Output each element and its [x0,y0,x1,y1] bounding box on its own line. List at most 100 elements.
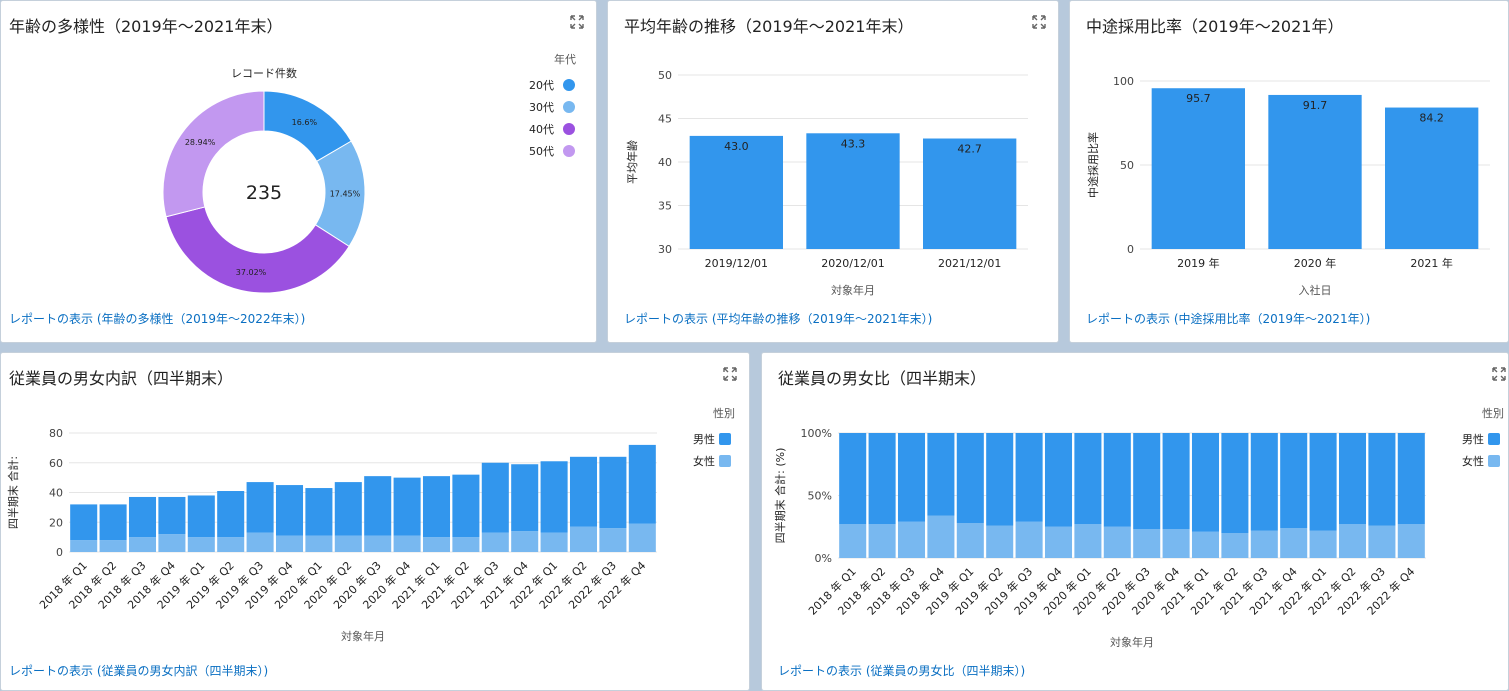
report-link[interactable]: レポートの表示 (年齢の多様性（2019年〜2022年末）) [9,312,306,326]
legend-title: 性別 [1482,406,1504,420]
bar-value-label: 42.7 [957,143,982,156]
bar-segment [599,456,627,529]
x-tick-label: 2020 年 [1294,256,1337,270]
bar-segment [158,496,186,535]
bar-segment [599,528,627,552]
panel-title: 平均年齢の推移（2019年〜2021年末） [624,17,914,36]
legend-swatch [1488,455,1500,467]
expand-icon[interactable] [1492,367,1506,381]
bar-segment [217,491,245,538]
bar-segment [1280,528,1308,558]
bar-segment [1280,433,1308,528]
bar-segment [128,496,157,538]
report-link[interactable]: レポートの表示 (従業員の男女比（四半期末）) [778,664,1026,678]
report-link[interactable]: レポートの表示 (平均年齢の推移（2019年〜2021年末）) [624,312,933,326]
bar-segment [511,464,539,532]
legend-label: 男性 [1462,432,1484,446]
bar-segment [393,477,421,536]
bar-segment [839,433,867,525]
bar-segment [1162,529,1190,558]
avg-age-chart: 30 35 40 45 50 43.0 2019/12/01 43.3 2020/12/01 42… [625,69,1028,297]
x-axis-label: 対象年月 [831,283,875,297]
x-tick-label: 2019 年 [1177,256,1220,270]
legend-label: 20代 [529,79,554,92]
bar-segment [1368,433,1396,526]
bar-segment [956,523,984,558]
report-link[interactable]: レポートの表示 (中途採用比率（2019年〜2021年）) [1086,312,1371,326]
bar-segment [540,461,568,533]
bar-segment [927,433,955,516]
y-tick-label: 40 [49,487,63,500]
donut-slice [162,90,265,218]
bar-segment [569,456,598,527]
expand-icon[interactable] [1032,15,1046,29]
y-tick-label: 20 [49,516,63,529]
bar-value-label: 43.3 [841,137,866,150]
bar-segment [1074,433,1102,525]
bar-segment [1015,521,1043,558]
legend-swatch [563,79,575,91]
bar-segment [1250,433,1278,531]
bar [1268,94,1362,249]
bar-segment [1368,525,1396,558]
bar-value-label: 84.2 [1419,112,1444,125]
y-tick-label: 50 [658,69,672,82]
y-axis-label: 平均年齢 [625,140,639,184]
bar-segment [422,537,451,552]
bar-segment [986,525,1014,558]
x-tick-label: 2021 年 [1410,256,1453,270]
legend-label: 50代 [529,145,554,158]
bar-segment [246,482,274,533]
bar-segment [187,495,215,538]
bar-segment [628,444,656,524]
bar-segment [1250,530,1278,558]
bar-segment [364,476,392,536]
expand-icon[interactable] [570,15,584,29]
bar-segment [511,531,539,552]
expand-icon[interactable] [723,367,737,381]
legend-label: 女性 [693,454,715,468]
bar-segment [1103,433,1131,527]
bar-segment [1162,433,1190,530]
bar-segment [1015,433,1043,522]
legend-swatch [563,145,575,157]
bar-segment [868,433,896,525]
y-tick-label: 80 [49,427,63,440]
x-tick-label: 2020/12/01 [821,257,884,270]
x-tick-label: 2021/12/01 [938,257,1001,270]
bar [1151,88,1245,249]
bar-segment [1133,433,1161,530]
legend-label: 40代 [529,123,554,136]
legend-swatch [563,101,575,113]
bar-value-label: 91.7 [1303,99,1328,112]
bar-segment [986,433,1014,526]
x-axis-label: 対象年月 [1110,635,1154,649]
bar-segment [1133,529,1161,558]
legend-swatch [1488,433,1500,445]
slice-label: 28.94% [185,138,216,147]
avg-age-panel: 平均年齢の推移（2019年〜2021年末） 30 35 40 45 50 43.0 2019… [607,0,1059,343]
bar-segment [569,526,598,552]
bar-segment [1338,524,1367,558]
bar-segment [1044,433,1073,527]
bar-segment [1397,524,1425,558]
bar-segment [452,537,480,552]
y-axis-label: 四半期末 合計: [6,456,20,529]
y-tick-label: 60 [49,457,63,470]
bar [806,133,900,249]
bar-segment [1044,526,1073,558]
report-link[interactable]: レポートの表示 (従業員の男女内訳（四半期末）) [9,664,269,678]
gender-ratio-panel: 従業員の男女比（四半期末） 0% 50% 100% 2018 年 Q1 2018 年 Q… [761,352,1509,691]
bar-segment [1074,524,1102,558]
donut-slice [165,206,350,294]
bar-segment [481,462,509,533]
bar-segment [1221,433,1249,533]
legend-label: 女性 [1462,454,1484,468]
slice-label: 16.6% [292,118,318,127]
bar-segment [275,485,304,536]
x-axis-label: 対象年月 [341,629,385,643]
